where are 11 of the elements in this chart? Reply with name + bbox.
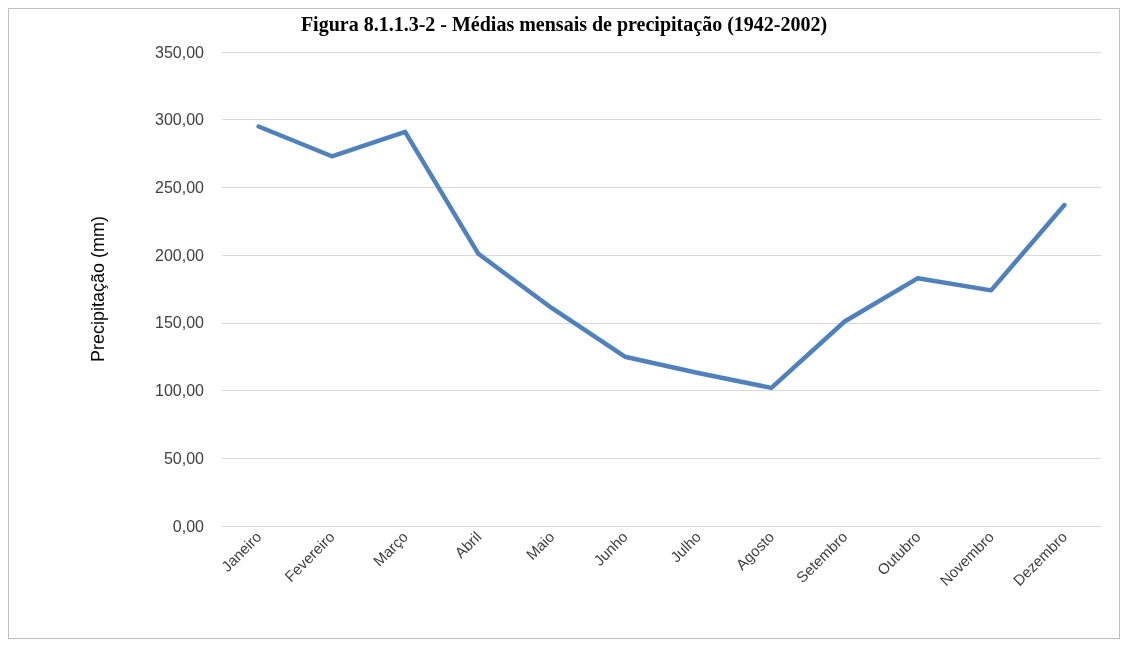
y-tick-label: 200,00 [155, 246, 205, 264]
y-tick-label: 250,00 [155, 178, 205, 196]
y-tick-label: 0,00 [172, 517, 205, 535]
y-tick-label: 50,00 [163, 449, 205, 467]
y-tick-label: 100,00 [155, 382, 205, 400]
line-series [256, 124, 1067, 391]
y-tick-label: 150,00 [155, 314, 205, 332]
chart-title: Figura 8.1.1.3-2 - Médias mensais de precipitação (1942-2002) [300, 13, 828, 36]
y-tick-label: 350,00 [155, 43, 205, 61]
y-tick-label: 300,00 [155, 111, 205, 129]
y-axis-title: Precipitação (mm) [88, 215, 108, 363]
